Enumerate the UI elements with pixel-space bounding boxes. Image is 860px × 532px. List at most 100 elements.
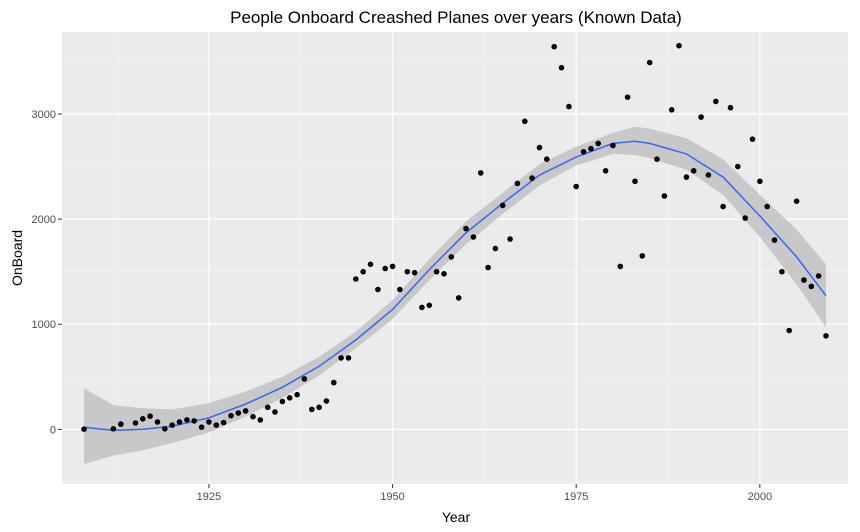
data-point bbox=[147, 413, 153, 420]
data-point bbox=[551, 43, 557, 50]
data-point bbox=[690, 168, 697, 174]
data-point bbox=[411, 269, 418, 276]
data-point bbox=[580, 149, 587, 155]
data-point bbox=[323, 398, 330, 404]
data-point bbox=[617, 263, 624, 270]
data-point bbox=[257, 417, 264, 423]
grid-minor bbox=[62, 32, 848, 484]
data-point bbox=[353, 276, 359, 282]
data-point bbox=[397, 286, 403, 293]
data-point bbox=[602, 168, 609, 174]
data-point bbox=[110, 426, 117, 432]
data-point bbox=[742, 215, 748, 221]
data-point bbox=[808, 283, 815, 290]
data-point bbox=[81, 426, 87, 433]
data-point bbox=[720, 203, 726, 210]
data-point bbox=[191, 418, 197, 424]
data-point bbox=[389, 263, 396, 270]
data-point bbox=[213, 422, 220, 428]
data-point bbox=[367, 261, 374, 268]
data-point bbox=[588, 145, 594, 152]
y-axis-title: OnBoard bbox=[9, 230, 25, 286]
data-point bbox=[235, 410, 242, 416]
data-point bbox=[573, 183, 579, 190]
data-point bbox=[154, 419, 161, 425]
data-point bbox=[382, 265, 389, 272]
data-point bbox=[477, 170, 484, 176]
data-point bbox=[242, 408, 249, 414]
data-point bbox=[338, 355, 344, 361]
data-point bbox=[735, 163, 741, 170]
data-point bbox=[595, 140, 601, 147]
data-point bbox=[558, 64, 565, 71]
data-point bbox=[536, 144, 543, 151]
data-point bbox=[507, 236, 513, 242]
y-tick-label: 3000 bbox=[32, 109, 56, 121]
data-point bbox=[713, 98, 719, 105]
data-point bbox=[668, 107, 675, 113]
data-point bbox=[499, 202, 506, 209]
data-point bbox=[184, 417, 190, 423]
data-point bbox=[646, 59, 653, 66]
data-point bbox=[786, 327, 792, 334]
data-point bbox=[419, 304, 425, 311]
data-point bbox=[610, 142, 616, 149]
x-axis-title: Year bbox=[442, 509, 471, 525]
data-point bbox=[749, 136, 756, 142]
data-point bbox=[132, 420, 139, 426]
data-point bbox=[624, 94, 631, 100]
data-point bbox=[801, 277, 807, 283]
data-point bbox=[286, 395, 293, 401]
data-point bbox=[169, 422, 175, 428]
data-point bbox=[345, 355, 352, 361]
confidence-band bbox=[84, 126, 826, 464]
data-point bbox=[463, 225, 469, 232]
data-point bbox=[514, 180, 521, 187]
data-point bbox=[118, 421, 124, 427]
data-point bbox=[441, 271, 447, 277]
data-point bbox=[228, 412, 234, 419]
y-tick-label: 2000 bbox=[32, 214, 56, 226]
data-point bbox=[727, 104, 734, 111]
x-tick-label: 1975 bbox=[564, 491, 588, 503]
data-point bbox=[309, 406, 315, 413]
data-point bbox=[404, 268, 411, 275]
data-point bbox=[654, 156, 660, 162]
data-point bbox=[757, 178, 763, 185]
data-point bbox=[264, 404, 271, 411]
data-point bbox=[470, 234, 477, 240]
data-point bbox=[301, 376, 308, 382]
data-point bbox=[360, 268, 367, 275]
chart-title: People Onboard Creashed Planes over year… bbox=[230, 8, 682, 27]
x-tick-label: 1950 bbox=[380, 491, 404, 503]
data-point bbox=[705, 172, 712, 178]
data-point bbox=[544, 156, 550, 162]
y-tick-label: 1000 bbox=[32, 319, 56, 331]
data-point bbox=[639, 253, 646, 259]
data-point bbox=[455, 295, 462, 301]
data-point bbox=[272, 409, 278, 415]
data-point bbox=[198, 424, 205, 431]
data-point bbox=[779, 268, 785, 275]
data-point bbox=[206, 419, 212, 425]
data-point bbox=[823, 333, 829, 339]
data-point bbox=[250, 413, 256, 420]
y-axis: 0 1000 2000 3000 bbox=[32, 109, 62, 436]
x-axis: 1925 1950 1975 2000 bbox=[197, 484, 772, 503]
data-point bbox=[492, 245, 499, 252]
data-point bbox=[661, 193, 668, 199]
data-point bbox=[331, 379, 337, 386]
data-point bbox=[220, 419, 227, 426]
data-point bbox=[676, 42, 682, 49]
data-point bbox=[485, 264, 491, 271]
data-point bbox=[316, 404, 322, 411]
data-point bbox=[448, 254, 455, 260]
data-point bbox=[176, 419, 183, 425]
data-point bbox=[698, 114, 704, 120]
data-point bbox=[632, 178, 638, 185]
data-point bbox=[426, 302, 433, 309]
x-tick-label: 2000 bbox=[748, 491, 772, 503]
data-point bbox=[771, 237, 778, 243]
data-point bbox=[433, 268, 440, 275]
